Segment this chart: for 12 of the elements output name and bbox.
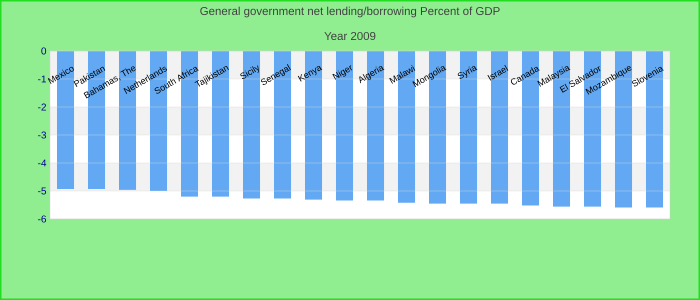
y-tick-label: -3	[38, 131, 46, 139]
chart-subtitle: Year 2009	[324, 32, 376, 40]
x-tick-label: Niger	[332, 65, 352, 80]
y-tick-label: -1	[38, 76, 46, 82]
y-tick-label: -5	[38, 188, 46, 194]
x-tick-label: Syria	[458, 66, 478, 79]
chart-title: General government net lending/borrowing Percent of GDP	[200, 6, 500, 18]
y-tick-label: -6	[38, 215, 46, 223]
x-tick-label: Sicily	[240, 65, 259, 79]
y-tick-label: 0	[41, 47, 46, 55]
y-tick-label: -4	[38, 160, 46, 166]
y-tick-label: -2	[38, 104, 46, 110]
